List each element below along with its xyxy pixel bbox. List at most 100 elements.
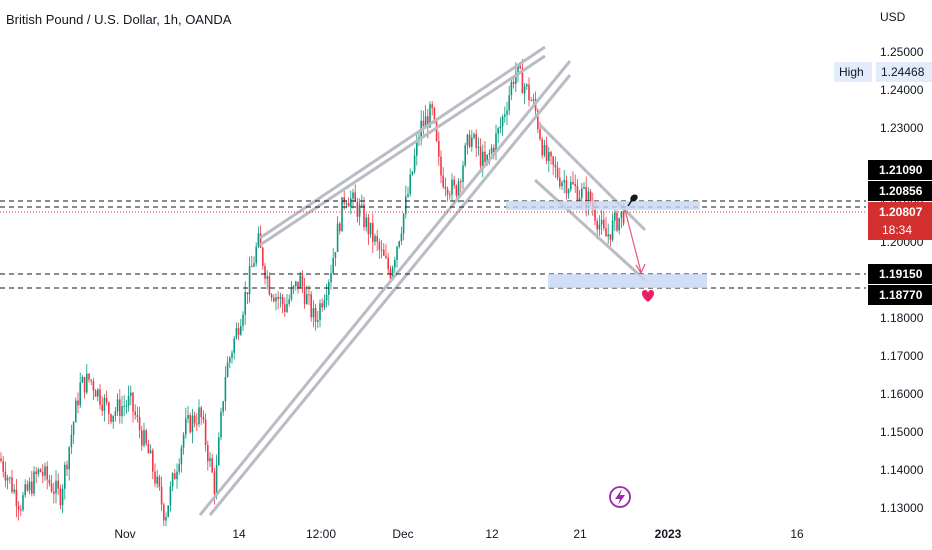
time-tick-label: Dec — [392, 527, 413, 541]
level-lines — [0, 200, 866, 289]
candle-body — [134, 411, 136, 416]
current-price-badge — [868, 202, 932, 240]
candle-body — [44, 466, 46, 476]
candle-body — [460, 181, 462, 183]
candle-body — [383, 249, 385, 256]
rising-channel[interactable] — [198, 45, 572, 516]
candle-body — [387, 257, 389, 270]
candle-body — [86, 373, 88, 393]
candle-body — [235, 328, 238, 339]
candle-body — [526, 84, 528, 87]
candle-body — [394, 259, 396, 268]
candle-body — [13, 489, 15, 493]
candle-body — [376, 236, 378, 242]
candle-body — [220, 411, 222, 438]
level-badge-2 — [868, 181, 932, 201]
candle-body — [72, 422, 75, 435]
time-tick-label: 16 — [790, 527, 804, 541]
candle-body — [171, 473, 174, 487]
candle-body — [440, 156, 442, 176]
candle-body — [400, 233, 403, 242]
level-badge-2-text: 1.20856 — [879, 184, 923, 198]
candle-body — [110, 414, 112, 422]
candle-body — [147, 443, 150, 454]
candle-body — [609, 234, 612, 240]
candle-body — [451, 179, 453, 195]
candle-body — [446, 188, 449, 195]
candle-body — [301, 275, 304, 287]
candle-body — [42, 471, 44, 476]
candle-body — [413, 155, 416, 172]
candle-body — [103, 397, 106, 411]
candle-body — [308, 294, 310, 296]
candle-body — [530, 100, 532, 102]
candle-body — [616, 212, 618, 231]
time-tick-label: 12 — [485, 527, 499, 541]
candle-body — [363, 204, 365, 228]
candle-body — [286, 303, 288, 312]
candle-body — [215, 464, 218, 495]
candle-body — [138, 416, 141, 431]
level-badge-1 — [868, 160, 932, 180]
price-tick-label: 1.14000 — [880, 463, 924, 477]
candle-body — [141, 430, 143, 446]
candle-body — [2, 461, 4, 472]
candle-body — [350, 198, 352, 207]
candle-body — [380, 249, 383, 251]
candle-body — [119, 399, 121, 417]
candle-body — [222, 401, 224, 412]
candle-body — [198, 407, 200, 425]
candle-body — [532, 99, 535, 101]
high-label: High — [839, 65, 864, 79]
candle-body — [545, 144, 548, 161]
lightning-logo-icon[interactable] — [609, 486, 631, 508]
candle-body — [561, 182, 563, 187]
resistance-zone[interactable] — [506, 201, 700, 210]
level-badge-4-text: 1.18770 — [879, 288, 923, 302]
candle-body — [24, 484, 26, 496]
price-axis[interactable]: USD 1.250001.240001.230001.220001.210001… — [880, 10, 924, 515]
candle-body — [299, 275, 301, 289]
candle-body — [130, 392, 132, 396]
candle-body — [101, 404, 103, 411]
channel-lower-line-1 — [198, 60, 572, 516]
candle-body — [251, 266, 253, 268]
candle-body — [563, 180, 565, 183]
candle-body — [257, 233, 260, 247]
candle-body — [479, 146, 482, 167]
candle-body — [121, 406, 123, 417]
candle-body — [475, 134, 477, 148]
projection-arrow[interactable] — [624, 209, 646, 275]
heart-icon[interactable] — [641, 290, 655, 302]
candle-body — [306, 294, 308, 304]
candle-body — [570, 182, 572, 190]
target-zone[interactable] — [548, 274, 707, 288]
candle-body — [341, 197, 343, 232]
candle-body — [226, 362, 229, 377]
candle-body — [422, 120, 425, 127]
candle-body — [589, 191, 592, 203]
pin-icon[interactable] — [627, 193, 639, 207]
level-badge-1-text: 1.21090 — [879, 163, 923, 177]
time-axis[interactable]: Nov 14 12:00 Dec 12 21 2023 16 — [114, 527, 804, 541]
candle-body — [242, 314, 244, 326]
candle-body — [548, 152, 550, 161]
candle-body — [174, 473, 176, 480]
candle-body — [20, 509, 22, 511]
candle-body — [356, 201, 359, 217]
price-tick-label: 1.15000 — [880, 425, 924, 439]
candle-body — [99, 389, 101, 405]
candle-body — [603, 219, 605, 229]
candle-body — [501, 116, 504, 127]
candle-body — [499, 126, 502, 129]
candle-body — [167, 505, 169, 517]
candle-body — [367, 217, 370, 235]
candle-body — [156, 476, 158, 484]
candle-body — [169, 486, 172, 506]
candle-body — [92, 381, 95, 391]
candle-body — [486, 154, 488, 162]
candle-body — [596, 221, 598, 230]
candle-body — [361, 204, 363, 206]
candle-body — [620, 211, 623, 218]
